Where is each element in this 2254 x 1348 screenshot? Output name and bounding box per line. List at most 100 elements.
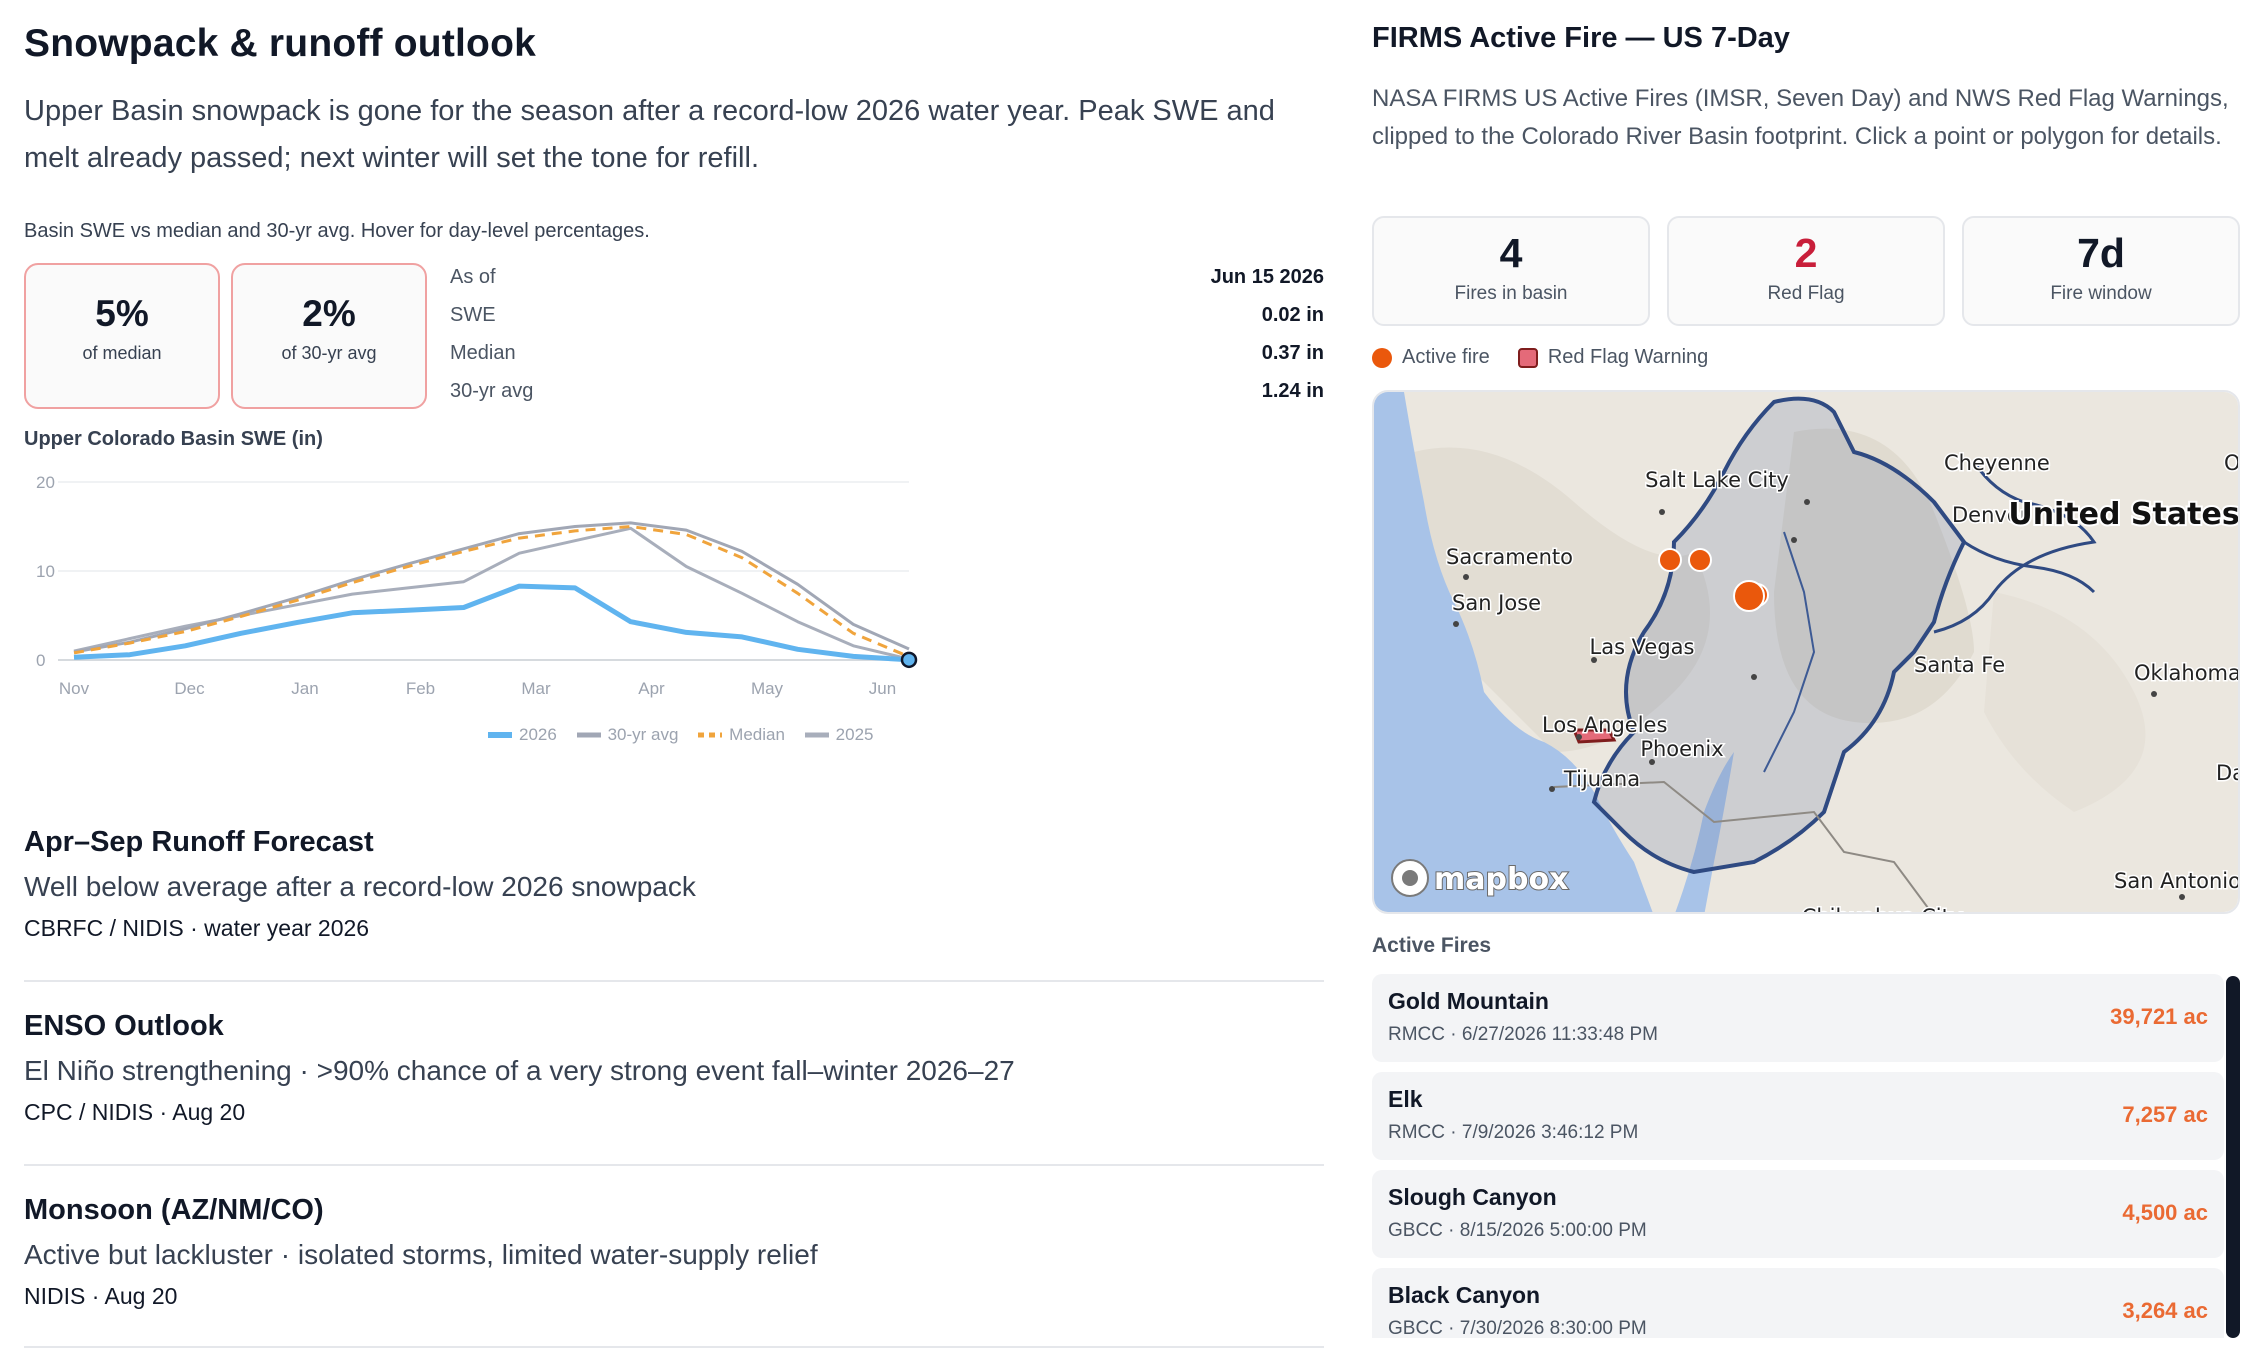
outlook-title: Monsoon (AZ/NM/CO) xyxy=(24,1194,324,1226)
legend-label: 2025 xyxy=(835,725,874,744)
fire-panel-subtitle: NASA FIRMS US Active Fires (IMSR, Seven … xyxy=(1372,85,2229,150)
fire-row[interactable]: Slough Canyon GBCC · 8/15/2026 5:00:00 P… xyxy=(1372,1170,2224,1258)
detail-as-of: As of Jun 15 2026 xyxy=(450,266,1324,304)
x-tick-label: May xyxy=(751,679,784,698)
x-tick-label: Dec xyxy=(174,679,205,698)
legend-label: 30-yr avg xyxy=(607,725,679,744)
legend-item-2025[interactable]: 2025 xyxy=(804,725,874,745)
city-dot xyxy=(1576,734,1582,740)
swe-chart[interactable]: 0 10 20 Nov Dec Jan Feb Mar Apr May Jun xyxy=(24,466,1344,756)
outlook-source: CBRFC / NIDIS · water year 2026 xyxy=(24,915,370,941)
fire-point[interactable] xyxy=(1733,580,1765,612)
detail-value: 1.24 in xyxy=(1261,380,1324,402)
y-tick-label: 20 xyxy=(36,473,55,492)
fire-name: Slough Canyon xyxy=(1388,1184,1557,1210)
map-label-dallas: Dalla xyxy=(2216,761,2240,785)
outlook-title: ENSO Outlook xyxy=(24,1010,224,1042)
detail-key: SWE xyxy=(450,304,496,326)
river xyxy=(1963,540,2096,594)
x-tick-label: Feb xyxy=(406,679,435,698)
x-tick-label: Jan xyxy=(291,679,318,698)
red-flag-square-icon xyxy=(1517,347,1538,368)
river xyxy=(1933,461,2097,634)
map-label-sacramento: Sacramento xyxy=(1446,545,1573,569)
city-dot xyxy=(1453,621,1459,627)
stat-card-window: 7d Fire window xyxy=(1962,216,2240,326)
city-dot xyxy=(2179,894,2185,900)
fire-list[interactable]: Gold Mountain RMCC · 6/27/2026 11:33:48 … xyxy=(1372,974,2240,1338)
map-label-phoenix: Phoenix xyxy=(1640,737,1723,761)
fire-row[interactable]: Black Canyon GBCC · 7/30/2026 8:30:00 PM… xyxy=(1372,1268,2224,1338)
terrain-shade xyxy=(1414,447,1710,752)
border-line xyxy=(1553,780,1933,912)
map-label-us: United States xyxy=(2008,497,2239,532)
fire-row[interactable]: Gold Mountain RMCC · 6/27/2026 11:33:48 … xyxy=(1372,974,2224,1062)
fire-name: Elk xyxy=(1388,1086,1423,1112)
latest-point-marker xyxy=(900,651,918,669)
outlook-monsoon: Monsoon (AZ/NM/CO) Active but lackluster… xyxy=(24,1194,1324,1310)
fire-acres: 7,257 ac xyxy=(2122,1102,2208,1127)
fire-name: Gold Mountain xyxy=(1388,988,1549,1014)
x-tick-label: Mar xyxy=(521,679,551,698)
map-label-cheyenne: Cheyenne xyxy=(1944,451,2050,475)
series-line-2025 xyxy=(73,526,910,661)
outlook-enso: ENSO Outlook El Niño strengthening · >90… xyxy=(24,1010,1324,1126)
map-label-santa-fe: Santa Fe xyxy=(1914,653,2005,677)
basin-polygon[interactable] xyxy=(1591,396,1967,875)
detail-swe: SWE 0.02 in xyxy=(450,304,1324,342)
outlook-runoff: Apr–Sep Runoff Forecast Well below avera… xyxy=(24,826,1324,942)
city-dot xyxy=(2151,691,2157,697)
map-label-san-jose: San Jose xyxy=(1452,591,1541,615)
fire-dot-icon xyxy=(1372,347,1392,368)
stat-label: of median xyxy=(82,343,162,363)
map-labels: Salt Lake City Cheyenne Denver Sacrament… xyxy=(1445,450,2240,913)
chart-title: Upper Colorado Basin SWE (in) xyxy=(24,428,323,450)
map-label-denver: Denver xyxy=(1952,503,2029,527)
stat-label: Fires in basin xyxy=(1454,283,1568,304)
mapbox-logo[interactable]: mapbox xyxy=(1391,859,1569,898)
city-dot xyxy=(1791,537,1797,543)
detail-median: Median 0.37 in xyxy=(450,342,1324,380)
outlook-body: El Niño strengthening · >90% chance of a… xyxy=(24,1055,1015,1086)
fire-row[interactable]: Elk RMCC · 7/9/2026 3:46:12 PM 7,257 ac xyxy=(1372,1072,2224,1160)
mapbox-attribution: mapbox xyxy=(1434,862,1568,897)
fire-point[interactable] xyxy=(1688,548,1712,572)
legend-item-median[interactable]: Median xyxy=(697,725,785,745)
series-line-30-yr-avg xyxy=(73,521,910,654)
map-canvas[interactable]: Salt Lake City Cheyenne Denver Sacrament… xyxy=(1374,392,2240,914)
series-line-median xyxy=(73,525,910,659)
stat-value: 2 xyxy=(1794,230,1818,276)
legend-label: Median xyxy=(729,725,785,744)
fire-name: Black Canyon xyxy=(1388,1282,1541,1308)
legend-label: 2026 xyxy=(519,725,557,744)
stat-card-red-flag: 2 Red Flag xyxy=(1667,216,1945,326)
legend-item-30yr[interactable]: 30-yr avg xyxy=(576,725,679,745)
legend-swatch xyxy=(804,732,829,738)
fire-acres: 3,264 ac xyxy=(2122,1298,2208,1323)
basin-map[interactable]: Salt Lake City Cheyenne Denver Sacrament… xyxy=(1372,390,2240,914)
map-label-tijuana: Tijuana xyxy=(1563,767,1640,791)
city-dot xyxy=(1659,509,1665,515)
stat-value: 7d xyxy=(2077,230,2125,276)
detail-key: Median xyxy=(450,342,516,364)
fire-point[interactable] xyxy=(1658,548,1682,572)
fire-meta: RMCC · 6/27/2026 11:33:48 PM xyxy=(1388,1024,1659,1045)
detail-key: As of xyxy=(450,266,496,288)
scrollbar-thumb[interactable] xyxy=(2226,976,2240,1338)
stat-card-fires: 4 Fires in basin xyxy=(1372,216,1650,326)
fire-meta: GBCC · 8/15/2026 5:00:00 PM xyxy=(1388,1220,1647,1241)
x-tick-label: Nov xyxy=(59,679,90,698)
map-label-oklahoma: Oklahoma xyxy=(2134,661,2240,685)
map-legend: Active fire Red Flag Warning xyxy=(1372,346,1708,369)
stat-label: Fire window xyxy=(2050,283,2152,304)
detail-value: 0.02 in xyxy=(1261,304,1324,326)
legend-label: Red Flag Warning xyxy=(1547,346,1709,368)
city-dot xyxy=(1591,657,1597,663)
legend-item-2026[interactable]: 2026 xyxy=(487,725,557,745)
river xyxy=(1763,531,1816,773)
series-line-2026 xyxy=(73,583,910,663)
stat-value: 2% xyxy=(302,293,356,334)
fire-meta: GBCC · 7/30/2026 8:30:00 PM xyxy=(1388,1318,1647,1338)
detail-value: Jun 15 2026 xyxy=(1210,266,1324,288)
map-label-salt-lake-city: Salt Lake City xyxy=(1645,468,1789,492)
